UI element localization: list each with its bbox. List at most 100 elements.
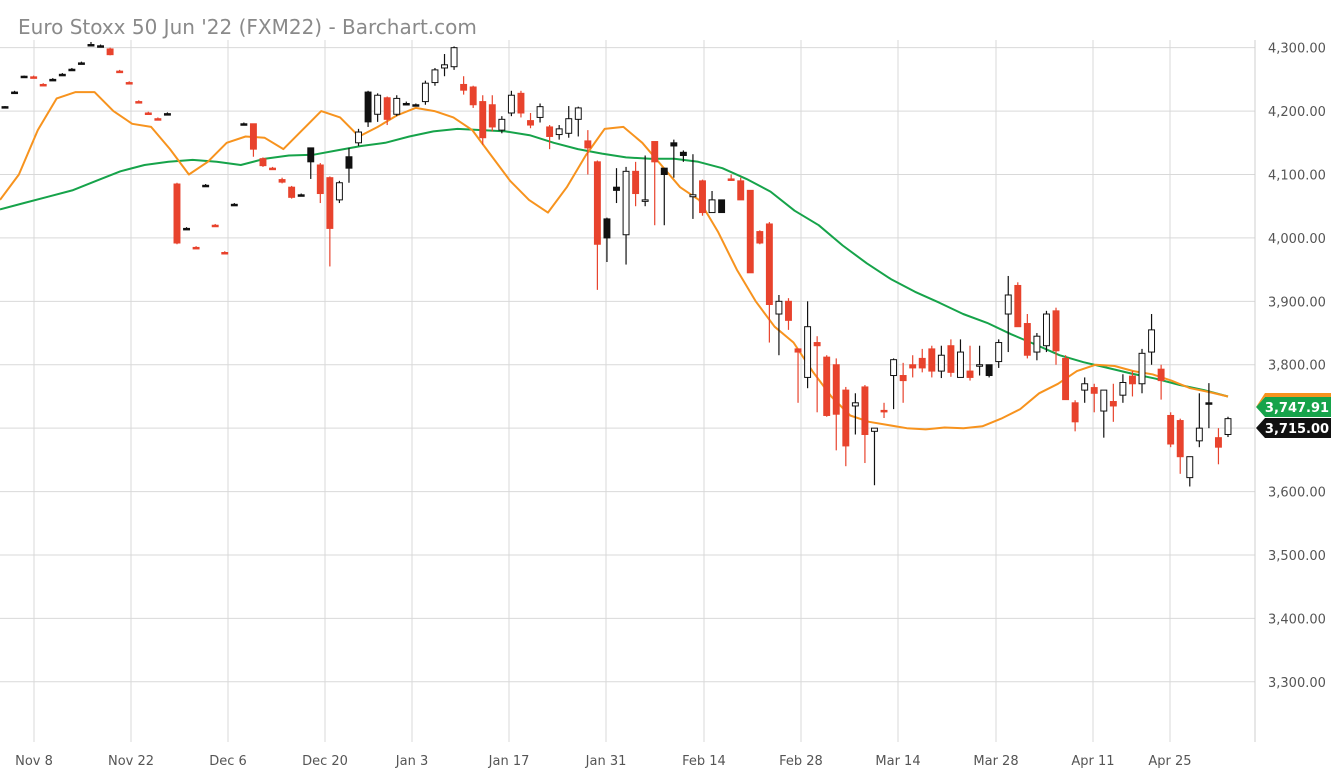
x-tick-label: Apr 25 xyxy=(1148,754,1191,769)
candle-body xyxy=(125,82,133,85)
x-tick-label: Mar 14 xyxy=(875,754,920,769)
candle-body xyxy=(49,78,57,82)
y-tick-label: 3,500.00 xyxy=(1268,549,1326,564)
x-tick-label: Feb 28 xyxy=(779,754,823,769)
candle-body xyxy=(899,375,907,382)
candle xyxy=(97,44,105,48)
candle-body xyxy=(1138,352,1146,385)
candle-body xyxy=(192,246,200,250)
x-tick-label: Jan 31 xyxy=(585,754,627,769)
candle xyxy=(335,180,343,204)
candle xyxy=(202,184,210,188)
candle xyxy=(1004,275,1012,353)
candle xyxy=(584,130,592,175)
candle-body xyxy=(173,183,181,244)
candle-body xyxy=(183,227,191,231)
candle xyxy=(861,385,869,464)
candle xyxy=(651,141,659,226)
candle-body xyxy=(670,142,678,147)
candle xyxy=(479,95,487,145)
candle xyxy=(756,230,764,245)
candle xyxy=(355,128,362,146)
candle xyxy=(928,345,936,378)
candle xyxy=(899,362,907,403)
candle xyxy=(641,155,649,207)
candle xyxy=(670,139,678,178)
x-tick-label: Apr 11 xyxy=(1071,754,1114,769)
candle xyxy=(880,402,888,419)
candle xyxy=(823,355,831,417)
candle-body xyxy=(536,106,544,118)
candle xyxy=(259,157,267,167)
candle xyxy=(985,364,993,378)
candle xyxy=(1224,416,1232,438)
candle-body xyxy=(517,92,525,114)
candle xyxy=(804,301,812,389)
candle xyxy=(154,117,162,121)
candle xyxy=(1205,383,1213,429)
candle-body xyxy=(890,359,898,377)
y-tick-label: 3,900.00 xyxy=(1268,295,1326,310)
candle xyxy=(1062,355,1070,401)
x-tick-label: Dec 6 xyxy=(209,754,247,769)
candle xyxy=(383,96,391,126)
candle-body xyxy=(460,83,468,91)
candle-body xyxy=(928,348,936,372)
candle-body xyxy=(918,357,926,369)
candle-body xyxy=(106,48,114,56)
candle xyxy=(574,106,582,137)
candle-body xyxy=(393,97,401,115)
candle-body xyxy=(97,45,105,48)
candle xyxy=(441,54,448,77)
candle xyxy=(11,90,19,95)
candle-body xyxy=(230,203,238,207)
candle xyxy=(316,163,324,204)
candle xyxy=(221,251,229,255)
candle-body xyxy=(345,156,353,169)
y-tick-label: 3,400.00 xyxy=(1268,612,1326,627)
x-tick-label: Jan 3 xyxy=(395,754,428,769)
candle xyxy=(288,185,296,199)
candle-body xyxy=(355,131,362,144)
candle xyxy=(813,336,821,413)
candle xyxy=(622,166,630,265)
candle xyxy=(842,386,850,467)
candle xyxy=(871,427,878,486)
candle xyxy=(966,345,974,381)
candle xyxy=(1014,282,1022,328)
candle xyxy=(1214,428,1222,465)
candle-body xyxy=(613,186,620,191)
candle xyxy=(603,217,611,263)
candle xyxy=(1071,400,1079,432)
last-price-flag: 3,747.91 xyxy=(1256,397,1331,417)
candle xyxy=(230,203,238,207)
candle-body xyxy=(87,44,95,47)
candle-body xyxy=(1128,375,1136,385)
candle-body xyxy=(469,86,477,106)
candle-body xyxy=(966,370,974,378)
candles xyxy=(1,41,1232,487)
candle-body xyxy=(861,386,869,435)
candle xyxy=(307,147,315,179)
candle-body xyxy=(603,218,611,239)
candle xyxy=(785,298,792,330)
candle-body xyxy=(163,113,171,116)
candle xyxy=(1157,364,1165,400)
candle xyxy=(1128,371,1136,397)
candle-body xyxy=(507,94,515,114)
candle xyxy=(58,73,66,77)
candle-body xyxy=(937,354,945,372)
candle-body xyxy=(249,123,257,150)
candle xyxy=(211,223,219,228)
candle-body xyxy=(269,167,276,171)
candle-body xyxy=(641,199,649,202)
candle xyxy=(699,179,706,216)
candle xyxy=(1186,456,1194,487)
candle-body xyxy=(785,300,792,321)
candle-body xyxy=(976,364,984,367)
candle-body xyxy=(479,101,487,139)
candle xyxy=(1176,418,1184,474)
candle-body xyxy=(240,123,248,126)
candle-body xyxy=(593,161,601,245)
